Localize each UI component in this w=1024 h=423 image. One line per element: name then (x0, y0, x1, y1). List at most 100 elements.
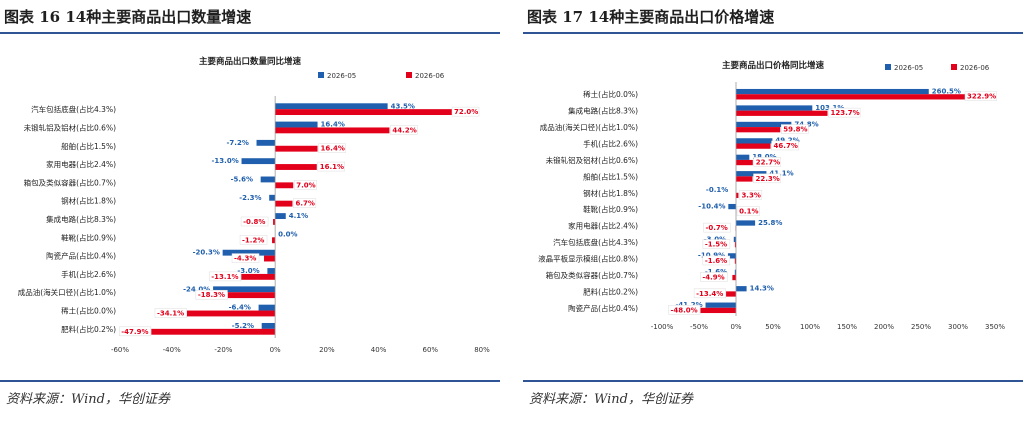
data-label-box (231, 253, 260, 263)
data-label: -5.2% (232, 322, 254, 330)
category-label: 船舶(占比1.5%) (61, 141, 116, 151)
category-label: 液晶平板显示模组(占比0.8%) (538, 254, 638, 264)
data-label: 4.1% (289, 212, 308, 220)
data-label: 7.0% (296, 181, 315, 189)
bar-2026-06 (275, 182, 294, 189)
data-label: -34.1% (157, 310, 184, 318)
x-tick-label: 300% (948, 323, 968, 331)
bar-2026-05 (256, 139, 276, 146)
data-label-box (739, 190, 763, 200)
data-label: 74.8% (794, 120, 818, 128)
data-label: -0.1% (706, 186, 728, 194)
bar-2026-05 (258, 304, 276, 311)
x-tick-label: -60% (111, 346, 129, 354)
bar-2026-06 (734, 242, 736, 248)
source-note: 资料来源：Wind，华创证券 (529, 392, 693, 407)
data-label: -1.5% (705, 241, 727, 249)
quantity-growth-chart: 主要商品出口数量同比增速 2026-05 2026-06 汽车包括底盘(占比4.3%)… (18, 56, 490, 354)
data-label-box (293, 198, 317, 208)
data-label: -1.2% (242, 236, 264, 244)
bar-2026-05 (736, 154, 750, 160)
x-tick-label: 50% (765, 323, 781, 331)
data-label-box (293, 180, 317, 190)
data-label: -47.9% (121, 328, 148, 336)
data-label-box (209, 271, 242, 282)
bar-2026-05 (222, 249, 276, 256)
bar-2026-06 (736, 159, 753, 166)
data-label: -13.0% (212, 157, 239, 165)
category-label: 成品油(海关口径)(占比1.0%) (18, 287, 116, 297)
top-divider (0, 32, 500, 34)
bar-2026-05 (275, 213, 286, 219)
bar-2026-05 (275, 121, 318, 128)
data-label-box (317, 161, 346, 172)
data-label: 0.1% (739, 208, 758, 216)
bar-2026-05 (241, 158, 276, 165)
category-label: 成品油(海关口径)(占比1.0%) (540, 122, 638, 132)
bar-2026-05 (275, 103, 388, 110)
bar-2026-05 (213, 286, 276, 293)
bar-2026-06 (275, 145, 318, 152)
bar-2026-06 (736, 143, 771, 149)
data-label: 22.3% (756, 175, 780, 183)
data-label: -20.3% (193, 249, 220, 257)
bar-2026-06 (264, 255, 276, 262)
data-label-box (451, 106, 480, 117)
bar-2026-05 (736, 286, 747, 292)
data-label-box (753, 173, 781, 184)
x-tick-label: 20% (319, 346, 335, 354)
data-label: -10.9% (698, 252, 725, 260)
data-label: -7.2% (227, 139, 249, 147)
data-label: 44.2% (392, 126, 416, 134)
category-label: 稀土(占比0.0%) (61, 306, 116, 316)
data-label-box (753, 157, 782, 167)
category-label: 集成电路(占比8.3%) (46, 214, 116, 224)
data-label: 59.8% (783, 126, 807, 134)
data-label-box (702, 239, 731, 249)
legend-label: 2026-06 (415, 72, 445, 80)
data-label: -24.0% (183, 285, 210, 293)
bar-2026-05 (727, 253, 736, 259)
data-label: -4.9% (702, 273, 724, 281)
category-label: 稀土(占比0.0%) (583, 89, 638, 99)
x-tick-label: 80% (474, 346, 490, 354)
data-label-box (700, 272, 728, 282)
source-note: 资料来源：Wind，华创证券 (6, 392, 170, 407)
data-label: 103.1% (815, 104, 844, 112)
data-label: 6.7% (295, 200, 314, 208)
data-label: -18.3% (198, 291, 225, 299)
left-figure-panel: 图表 16 14种主要商品出口数量增速 主要商品出口数量同比增速 2026-05 2… (0, 0, 500, 423)
right-figure-panel: 图表 17 14种主要商品出口价格增速 主要商品出口价格同比增速 2026-05 2… (523, 0, 1023, 423)
x-tick-label: 250% (911, 323, 931, 331)
x-tick-label: 100% (800, 323, 820, 331)
top-divider (523, 32, 1023, 34)
data-label: -2.3% (239, 194, 261, 202)
data-label: 25.8% (758, 219, 782, 227)
category-label: 家用电器(占比2.4%) (46, 159, 116, 169)
data-label-box (781, 124, 809, 134)
x-tick-label: 0% (270, 346, 281, 354)
bar-2026-05 (736, 138, 773, 144)
data-label: -48.0% (670, 306, 697, 314)
data-label: -13.4% (696, 290, 723, 298)
legend-swatch (951, 64, 957, 70)
bar-2026-06 (275, 200, 293, 207)
bar-2026-06 (736, 176, 753, 182)
data-label: -4.3% (234, 255, 256, 263)
bottom-divider (0, 380, 500, 382)
bar-2026-05 (261, 322, 276, 329)
data-label: 41.1% (769, 170, 793, 178)
data-label: 43.5% (391, 102, 415, 110)
data-label-box (154, 308, 187, 318)
chart-title: 主要商品出口数量同比增速 (199, 56, 302, 67)
data-label: 46.7% (774, 142, 798, 150)
data-label-box (828, 107, 861, 118)
bar-2026-05 (260, 176, 276, 183)
data-label-box (703, 222, 731, 233)
x-tick-label: -50% (690, 323, 708, 331)
bar-2026-06 (700, 307, 736, 314)
bar-2026-06 (732, 274, 736, 281)
bar-2026-06 (736, 110, 828, 116)
category-label: 集成电路(占比8.3%) (568, 106, 638, 116)
category-label: 汽车包括底盘(占比4.3%) (31, 104, 116, 114)
